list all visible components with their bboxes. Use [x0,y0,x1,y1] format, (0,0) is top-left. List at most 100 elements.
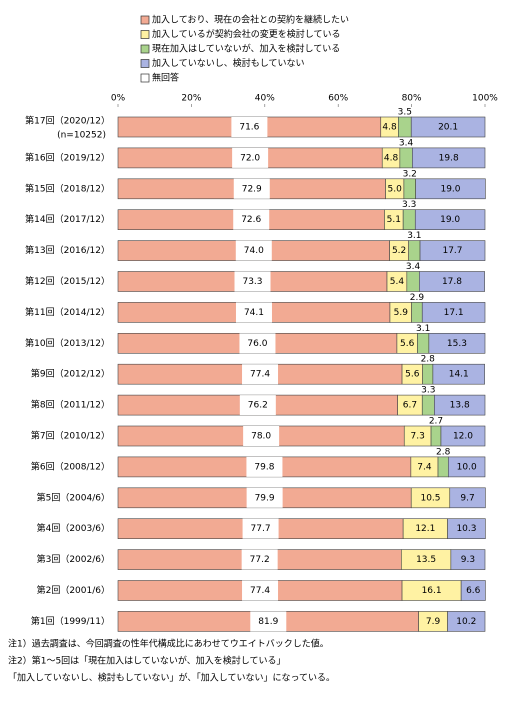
bar-segment [428,332,486,354]
value-label: 77.4 [250,370,270,380]
category-label: 第17回（2020/12） [25,115,110,127]
value-label: 13.5 [416,555,436,565]
value-label: 17.7 [442,246,462,256]
category-label: 第9回（2012/12） [31,368,110,380]
x-tick-label: 40% [255,94,275,104]
bar-segment [437,456,449,478]
bar-segment [447,611,486,632]
value-label: 79.8 [254,462,274,472]
value-label: 72.9 [242,184,262,194]
bar-segment [419,240,486,261]
value-label: 5.0 [388,184,403,194]
value-label: 20.1 [438,123,458,133]
value-label: 5.6 [405,370,420,380]
value-label: 3.4 [406,262,421,272]
label-box [231,117,268,137]
bar-segment [422,363,434,385]
value-label: 17.8 [442,277,462,287]
bar-segment [421,394,435,416]
bar-segment [399,147,413,169]
category-label: 第7回（2010/12） [31,430,110,442]
value-label: 16.1 [422,586,442,596]
value-label: 19.0 [440,215,460,225]
value-label: 2.7 [429,417,443,427]
category-label: 第8回（2011/12） [31,399,110,411]
category-label: 第6回（2008/12） [31,460,110,472]
category-label: 第15回（2018/12） [25,182,110,194]
bar-segment [406,271,420,292]
value-label: 3.1 [407,231,421,241]
value-label: 2.9 [410,293,425,303]
value-label: 10.2 [456,617,476,627]
value-label: 77.2 [250,555,270,565]
value-label: 19.8 [439,153,459,163]
value-label: 5.4 [390,277,405,287]
bar-segment [449,487,486,509]
value-label: 74.1 [244,308,264,318]
category-label: 第10回（2013/12） [25,337,110,349]
value-label: 12.1 [415,524,435,534]
bar-segment [434,394,486,416]
value-label: 74.0 [244,246,264,256]
value-label: 3.1 [416,324,430,334]
value-label: 81.9 [258,617,278,627]
category-label: 第16回（2019/12） [25,151,110,163]
value-label: 76.2 [248,401,268,411]
label-box [239,395,276,416]
value-label: 5.9 [394,308,409,318]
value-label: 5.2 [392,246,406,256]
value-label: 77.4 [250,586,270,596]
bar-segment [450,549,486,570]
label-box [234,271,271,292]
value-label: 4.8 [382,123,397,133]
value-label: 10.5 [420,493,440,503]
bar-segment [417,332,430,354]
category-label: 第2回（2001/6） [37,584,110,596]
value-label: 4.8 [384,153,399,163]
value-label: 3.4 [399,138,414,148]
value-label: 3.5 [398,108,412,118]
value-label: 14.1 [449,370,469,380]
x-tick-label: 0% [111,94,126,104]
value-label: 10.0 [457,462,477,472]
value-label: 76.0 [247,339,267,349]
label-box [235,302,272,323]
category-label: 第11回（2014/12） [25,306,110,318]
label-box [232,147,269,168]
bar-segment [432,363,485,385]
legend-label: 無回答 [152,72,179,84]
x-tick-label: 60% [328,94,348,104]
value-label: 72.6 [241,215,261,225]
bar-segment [460,580,486,601]
legend-label: 加入していないし、検討もしていない [152,57,304,69]
legend-swatch [140,30,150,39]
note: 「加入していないし、検討もしていない」が、「加入していない」になっている。 [8,672,335,684]
bar-segment [415,178,486,200]
value-label: 3.2 [403,169,417,179]
bar-segment [440,425,486,447]
legend-label: 加入しており、現在の会社との契約を継続したい [152,14,349,26]
value-label: 6.7 [403,401,417,411]
legend-swatch [140,73,150,83]
legend-label: 現在加入はしていないが、加入を検討している [152,43,340,55]
bar-segment [408,240,421,261]
legend-label: 加入しているが契約会社の変更を検討している [152,28,340,40]
label-box [239,333,276,354]
value-label: 77.7 [251,524,271,534]
value-label: 9.3 [461,555,475,565]
value-label: 5.6 [400,339,415,349]
label-box [233,178,270,199]
value-label: 72.0 [240,153,260,163]
value-label: 2.8 [436,447,451,457]
value-label: 7.9 [426,617,441,627]
category-label: 第4回（2003/6） [37,522,110,534]
value-label: 13.8 [450,401,470,411]
value-label: 5.1 [387,215,401,225]
note: 注1）過去調査は、今回調査の性年代構成比にあわせてウエイトバックした値。 [8,638,329,650]
value-label: 15.3 [447,339,467,349]
value-label: 6.6 [466,586,481,596]
bar-segment [402,209,416,230]
value-label: 9.7 [460,493,474,503]
category-label: 第13回（2016/12） [25,244,110,256]
